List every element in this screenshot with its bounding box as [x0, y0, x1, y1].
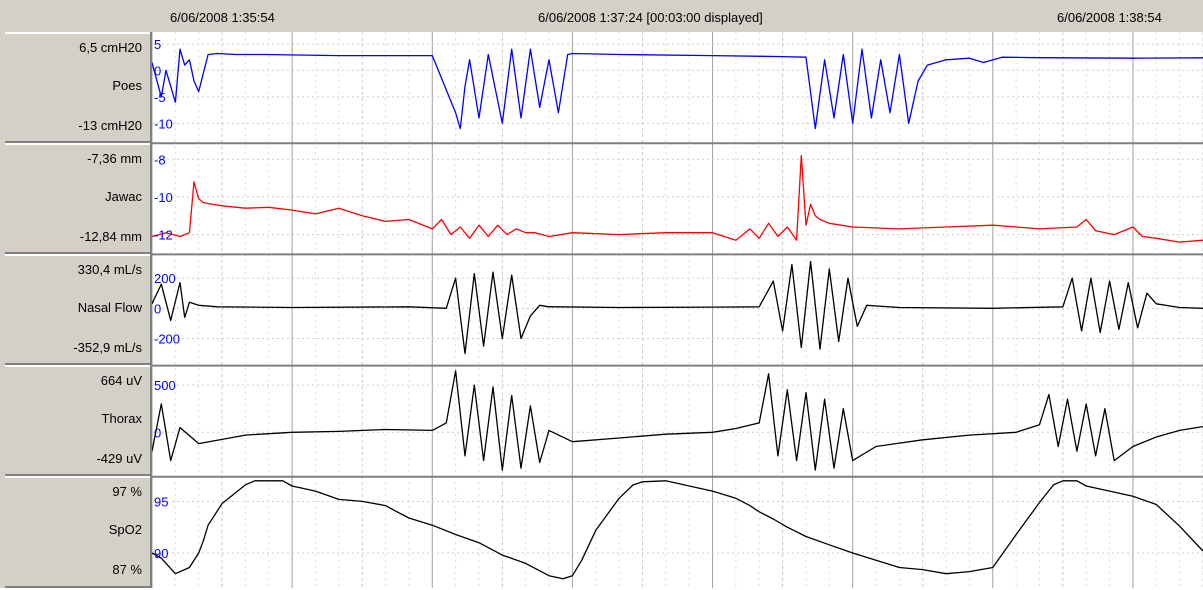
signal-chart: 5 0 -5 -10 -8 -10 -12 200 0 -200 500 0 95 90 [152, 32, 1203, 588]
header-corner [0, 0, 150, 32]
jawac-name-label: Jawac [105, 189, 142, 204]
ytick-label: 200 [154, 271, 176, 286]
spo2-name-label: SpO2 [108, 522, 142, 537]
nasal-flow-min-label: -352,9 mL/s [73, 340, 142, 355]
thorax-name-label: Thorax [101, 411, 142, 426]
ytick-label: -8 [154, 152, 166, 167]
ytick-label: -200 [154, 332, 180, 347]
ytick-label: 5 [154, 37, 161, 52]
nasal-flow-max-label: 330,4 mL/s [77, 262, 142, 277]
signal-line-thorax [152, 370, 1203, 471]
ytick-label: -10 [154, 190, 173, 205]
channel-labels-panel: 6,5 cmH20 Poes -13 cmH20 -7,36 mm Jawac … [0, 32, 150, 588]
jawac-max-label: -7,36 mm [87, 151, 142, 166]
start-timestamp: 6/06/2008 1:35:54 [170, 10, 275, 25]
ytick-label: -10 [154, 116, 173, 131]
channel-label-nasal-flow[interactable]: 330,4 mL/s Nasal Flow -352,9 mL/s [5, 254, 150, 365]
signal-plot-area[interactable]: 5 0 -5 -10 -8 -10 -12 200 0 -200 500 0 95 90 [150, 32, 1203, 588]
channel-label-thorax[interactable]: 664 uV Thorax -429 uV [5, 365, 150, 476]
spo2-max-label: 97 % [112, 484, 142, 499]
end-timestamp: 6/06/2008 1:38:54 [1057, 10, 1162, 25]
signal-line-spo2 [152, 480, 1203, 580]
channel-label-poes[interactable]: 6,5 cmH20 Poes -13 cmH20 [5, 32, 150, 143]
time-header: 6/06/2008 1:35:54 6/06/2008 1:37:24 [00:… [0, 0, 1203, 33]
jawac-min-label: -12,84 mm [79, 229, 142, 244]
spo2-min-label: 87 % [112, 562, 142, 577]
poes-min-label: -13 cmH20 [78, 118, 142, 133]
ytick-label: 95 [154, 494, 168, 509]
channel-label-jawac[interactable]: -7,36 mm Jawac -12,84 mm [5, 143, 150, 254]
center-timestamp: 6/06/2008 1:37:24 [00:03:00 displayed] [538, 10, 763, 25]
signal-line-poes [152, 48, 1203, 130]
poes-name-label: Poes [112, 78, 142, 93]
ytick-label: 0 [154, 425, 161, 440]
thorax-min-label: -429 uV [96, 451, 142, 466]
ytick-label: -5 [154, 90, 166, 105]
poes-max-label: 6,5 cmH20 [79, 40, 142, 55]
ytick-label: 500 [154, 378, 176, 393]
signal-line-nasal-flow [152, 260, 1203, 355]
signal-line-jawac [152, 154, 1203, 243]
ytick-label: 90 [154, 546, 168, 561]
channel-label-spo2[interactable]: 97 % SpO2 87 % [5, 476, 150, 588]
thorax-max-label: 664 uV [100, 373, 142, 388]
nasal-flow-name-label: Nasal Flow [77, 300, 142, 315]
ytick-label: 0 [154, 301, 161, 316]
ytick-label: -12 [154, 228, 173, 243]
ytick-label: 0 [154, 63, 161, 78]
